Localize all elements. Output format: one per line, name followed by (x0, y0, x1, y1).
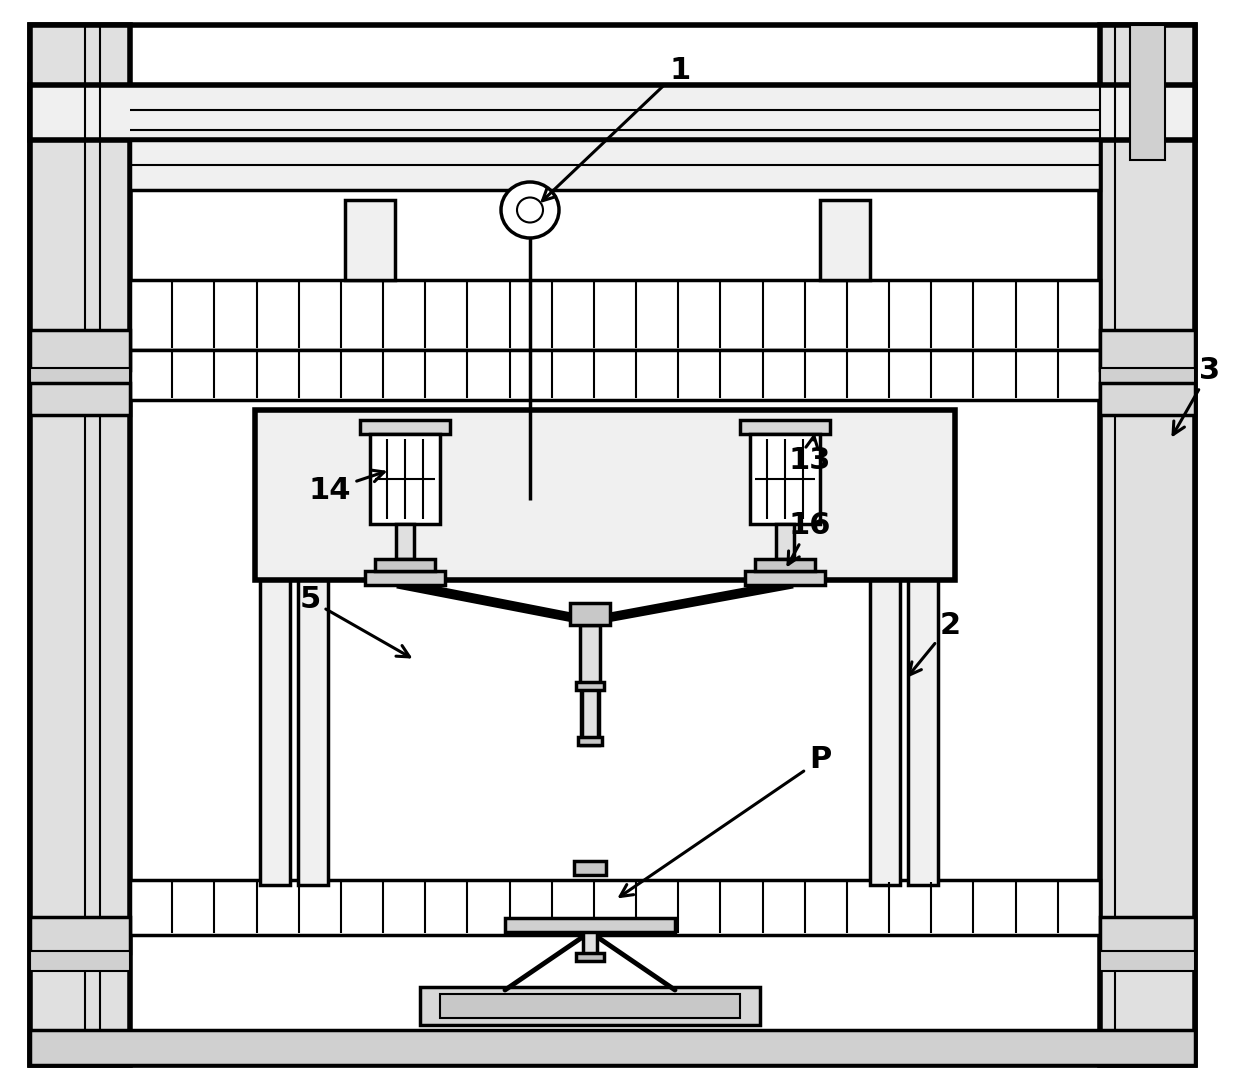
Bar (577, 682, 604, 690)
Bar (1100, 25, 1195, 1065)
Bar (30, 330, 130, 370)
Bar (396, 524, 414, 559)
Bar (740, 420, 830, 434)
Bar (582, 688, 598, 740)
Text: 2: 2 (909, 610, 961, 675)
Bar (1100, 383, 1195, 415)
Text: P: P (620, 746, 831, 896)
Text: 16: 16 (787, 510, 831, 565)
Bar (30, 950, 130, 971)
Bar (30, 25, 130, 1065)
Bar (30, 917, 130, 953)
Bar (370, 434, 440, 524)
Bar (820, 199, 870, 280)
Ellipse shape (517, 197, 543, 222)
Bar (570, 603, 610, 625)
Bar (30, 383, 130, 415)
Bar (130, 350, 1100, 400)
Bar (750, 434, 820, 524)
Bar (505, 918, 675, 932)
Bar (1100, 368, 1195, 390)
Bar (580, 625, 600, 685)
Bar (365, 571, 445, 585)
Bar (776, 524, 794, 559)
Bar (1130, 25, 1166, 160)
Bar (130, 140, 1100, 190)
Bar (582, 685, 599, 744)
Bar (745, 571, 825, 585)
Bar (577, 953, 604, 961)
Bar (30, 1030, 1195, 1065)
Bar (255, 410, 955, 580)
Text: 14: 14 (309, 470, 384, 505)
Bar (420, 988, 760, 1025)
Bar (298, 525, 329, 885)
Bar (578, 737, 601, 744)
Bar (1100, 917, 1195, 953)
Bar (870, 525, 900, 885)
Ellipse shape (501, 182, 559, 238)
Bar (574, 861, 606, 875)
Text: 3: 3 (1173, 355, 1220, 435)
Text: 1: 1 (542, 56, 691, 201)
Bar (374, 559, 435, 571)
Bar (440, 994, 740, 1018)
Bar (1100, 330, 1195, 370)
Bar (583, 930, 596, 955)
Bar (30, 85, 1195, 140)
Bar (908, 525, 937, 885)
Bar (130, 880, 1100, 935)
Bar (30, 368, 130, 390)
Bar (755, 559, 815, 571)
Bar (130, 280, 1100, 350)
Text: 13: 13 (789, 436, 831, 474)
Bar (360, 420, 450, 434)
Bar (1100, 950, 1195, 971)
Text: 5: 5 (299, 585, 409, 657)
Bar (345, 199, 396, 280)
Bar (260, 525, 290, 885)
